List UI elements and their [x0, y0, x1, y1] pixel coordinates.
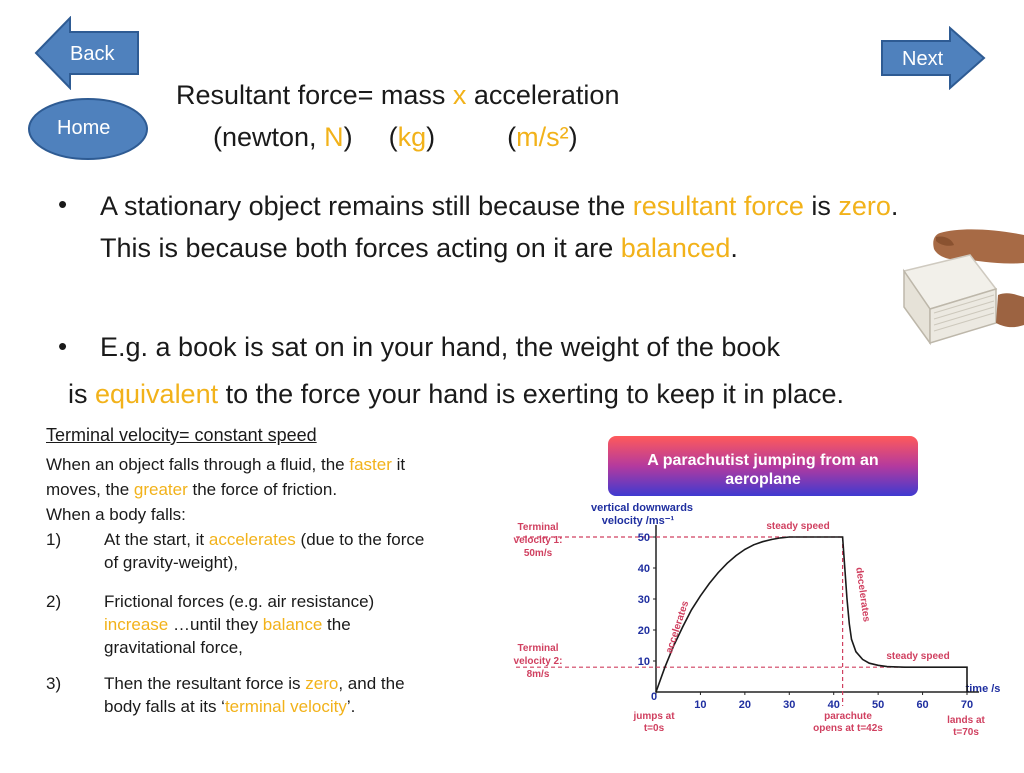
series-point: [886, 665, 888, 668]
bullet-text-1: A stationary object remains still becaus…: [100, 191, 899, 263]
next-button[interactable]: [880, 26, 986, 90]
x-tick-label: 50: [872, 699, 884, 711]
series-point: [779, 537, 781, 539]
series-point: [868, 662, 870, 664]
series-point: [770, 538, 773, 541]
hand-holding-book-image: [902, 229, 1024, 346]
home-label: Home: [57, 117, 111, 139]
tv1-line-2: velocity 1:: [514, 535, 563, 546]
chart-svg: A parachutist jumping from an aeroplane …: [514, 436, 1001, 738]
series-point: [673, 644, 675, 647]
series-point: [850, 638, 853, 640]
velocity-time-chart: A parachutist jumping from an aeroplane …: [508, 433, 1004, 768]
series-point: [861, 658, 864, 661]
series-point: [664, 666, 666, 668]
x-tick-label: 70: [961, 699, 973, 711]
steady-speed-2: steady speed: [886, 651, 949, 662]
series-point: [735, 555, 737, 557]
tv2-line-1: Terminal: [518, 643, 559, 654]
x-axis-label: time /s: [966, 683, 1001, 695]
parachute-line-2: opens at t=42s: [813, 723, 883, 734]
jumps-line-2: t=0s: [644, 723, 665, 734]
series-point: [690, 609, 693, 611]
tv1-line-1: Terminal: [518, 522, 559, 533]
series-point: [904, 666, 906, 668]
bullet-dot-2: •: [58, 331, 68, 361]
y-tick-label: 20: [638, 625, 650, 637]
back-label: Back: [70, 43, 115, 65]
series-point: [877, 664, 879, 666]
formula-line-2: (newton, N) (kg) (m/s²): [213, 122, 578, 152]
x-tick-label: 0: [651, 691, 657, 703]
series-point: [844, 567, 846, 569]
chart-title-line-2: aeroplane: [725, 471, 801, 488]
lands-line-2: t=70s: [953, 727, 979, 738]
series-point: [699, 595, 702, 597]
series-point: [682, 626, 684, 628]
series-point: [848, 623, 850, 625]
series-point: [753, 544, 755, 546]
formula-line-1: Resultant force= mass x acceleration: [176, 80, 620, 110]
series-line-0: [655, 536, 968, 693]
y-tick-label: 40: [638, 563, 650, 575]
decelerates-label: decelerates: [853, 567, 872, 623]
back-button[interactable]: [34, 16, 142, 90]
bullet-dot-1: •: [58, 189, 68, 219]
series-point: [966, 666, 968, 668]
y-axis-label-1: vertical downwards: [591, 502, 693, 514]
series-point: [655, 691, 657, 693]
x-tick-label: 10: [694, 699, 706, 711]
accelerates-label: accelerates: [664, 599, 691, 655]
tv2-line-2: velocity 2:: [514, 656, 563, 667]
y-axis-label-2: velocity /ms⁻¹: [602, 515, 675, 527]
x-tick-label: 40: [828, 699, 840, 711]
home-button[interactable]: [27, 97, 149, 161]
tv1-line-3: 50m/s: [524, 548, 553, 559]
steady-speed-1: steady speed: [766, 521, 829, 532]
terminal-heading: Terminal velocity= constant speed: [46, 425, 317, 445]
y-tick-label: 30: [638, 594, 650, 606]
x-tick-label: 30: [783, 699, 795, 711]
parachute-line-1: parachute: [824, 711, 872, 722]
x-tick-label: 20: [739, 699, 751, 711]
series-point: [708, 582, 710, 585]
series-point: [744, 548, 746, 550]
series-point: [846, 598, 848, 600]
chart-title-line-1: A parachutist jumping from an: [647, 452, 878, 469]
terminal-para-3: When a body falls:: [46, 505, 186, 524]
terminal-para-2: moves, the greater the force of friction…: [46, 480, 338, 499]
bullet-text-2b: is equivalent to the force your hand is …: [68, 379, 844, 409]
series-point: [788, 536, 790, 538]
next-label: Next: [902, 48, 944, 70]
x-tick-label: 60: [916, 699, 928, 711]
series-point: [966, 691, 968, 693]
chart-title-banner: [608, 436, 918, 496]
series-point: [855, 651, 857, 653]
series-point: [726, 562, 728, 564]
series-point: [842, 536, 844, 538]
lands-line-1: lands at: [947, 715, 985, 726]
terminal-para-1: When an object falls through a fluid, th…: [46, 455, 406, 474]
series-point: [762, 541, 764, 543]
bullet-text-2a: E.g. a book is sat on in your hand, the …: [100, 332, 780, 362]
y-tick-label: 50: [638, 532, 650, 544]
series-point: [717, 572, 719, 574]
tv2-line-3: 8m/s: [527, 669, 550, 680]
y-tick-label: 10: [638, 656, 650, 668]
jumps-line-1: jumps at: [632, 711, 675, 722]
